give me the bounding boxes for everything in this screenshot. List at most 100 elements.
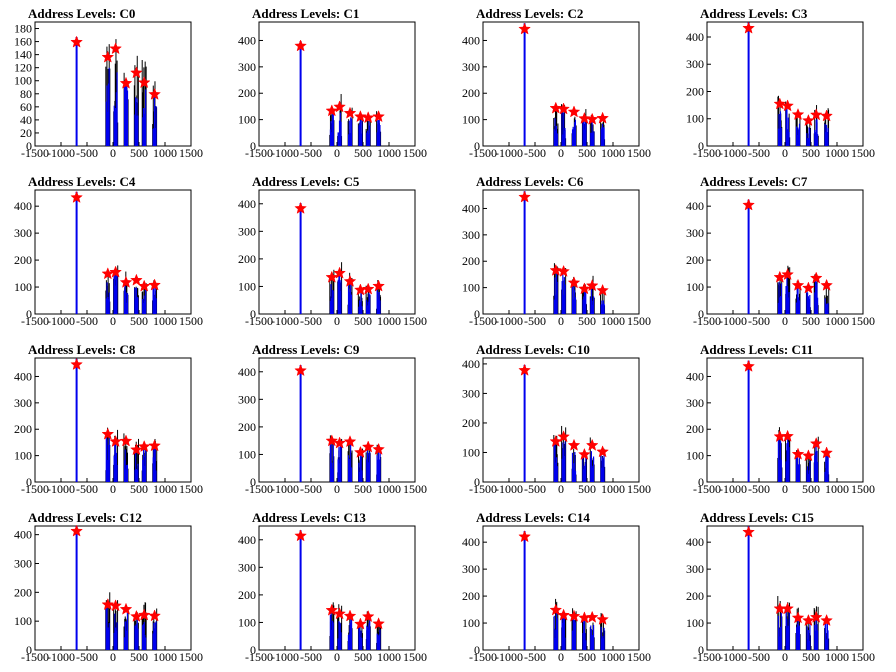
peak-bars [589,115,595,146]
peak-marker [137,439,151,453]
peak-marker [518,22,531,35]
peak-bars [824,622,830,650]
x-tick-label: 1000 [601,650,625,664]
x-tick-label: 1000 [153,314,177,328]
peak-marker [802,281,815,294]
y-tick-label: 0 [250,475,256,489]
chart-panel-c13: Address Levels: C13 0 100 200 300 400 -1500 -10… [224,504,448,672]
y-tick-label: 400 [686,369,704,383]
peak-bars [805,119,812,146]
chart-title: Address Levels: C10 [476,342,590,357]
y-tick-label: 0 [250,139,256,153]
y-tick-label: 100 [238,279,256,293]
x-tick-label: 1500 [403,314,427,328]
x-tick-label: 0 [110,482,116,496]
peak-bars [785,433,791,482]
peak-marker [567,105,581,118]
y-tick-label: 100 [462,113,480,127]
chart-title: Address Levels: C15 [700,510,814,525]
y-tick-label: 400 [238,33,256,47]
x-tick-label: -500 [76,482,98,496]
y-tick-label: 0 [698,643,704,657]
chart-svg-c2: Address Levels: C2 0 100 200 300 400 -1500-100… [462,6,651,160]
peak-marker [585,279,599,292]
y-tick-label: 400 [462,33,480,47]
y-tick-label: 0 [250,307,256,321]
peak-marker [343,435,357,448]
peak-bars [805,454,811,482]
peak-marker [781,602,794,615]
x-tick-label: -1500 [469,146,497,160]
plot-frame [34,189,192,315]
y-tick-label: 400 [238,197,256,211]
peak-marker [820,446,833,459]
x-tick-label: -1000 [271,650,299,664]
x-tick-label: -500 [524,650,546,664]
x-tick-label: 0 [782,650,788,664]
peak-marker [343,106,357,119]
peak-marker [148,87,161,100]
peak-bars [123,271,129,314]
plot-frame [706,21,864,147]
x-tick-label: 1500 [851,482,875,496]
y-tick-label: 400 [238,533,256,547]
plot-frame [258,525,416,651]
peak-marker [549,603,563,616]
y-tick-label: 100 [686,616,704,630]
y-tick-label: 0 [698,307,704,321]
chart-title: Address Levels: C8 [28,342,136,357]
y-tick-label: 0 [26,643,32,657]
x-tick-label: 1000 [377,650,401,664]
peak-marker [294,529,307,542]
chart-title: Address Levels: C1 [252,6,359,21]
y-tick-label: 100 [238,113,256,127]
peak-bars [329,602,335,650]
y-tick-label: 0 [474,307,480,321]
chart-panel-c10: Address Levels: C10 0 100 200 300 400 -1500 -10… [448,336,672,504]
peak-bars [824,108,830,146]
y-tick-label: 100 [686,112,704,126]
y-tick-label: 0 [698,475,704,489]
y-tick-label: 200 [686,589,704,603]
chart-panel-c14: Address Levels: C14 0 100 200 300 400 -1500 -10… [448,504,672,672]
peak-marker [578,111,591,124]
x-tick-label: -500 [748,650,770,664]
y-tick-label: 400 [686,30,704,44]
plot-frame [706,525,864,651]
peak-marker [119,434,133,447]
peak-bars [152,280,158,314]
peak-bars [337,94,343,146]
peak-bars [141,60,147,146]
plot-frame [34,357,192,483]
x-tick-label: 0 [558,146,564,160]
peak-marker [361,111,375,124]
chart-panel-c0: Address Levels: C0 0 20 40 60 80 100 120 140 160 1… [0,0,224,168]
peak-marker [101,427,115,440]
peak-marker [294,201,307,214]
peak-bars [152,608,158,650]
x-tick-label: 500 [578,650,596,664]
x-tick-label: -500 [748,146,770,160]
peak-bars [824,283,830,314]
chart-svg-c3: Address Levels: C3 0 100 200 300 400 -1500-100… [686,6,875,160]
peak-marker [596,612,609,625]
peak-bars [571,116,577,146]
y-tick-label: 200 [238,252,256,266]
y-tick-label: 200 [462,416,480,430]
x-tick-label: -1000 [47,314,75,328]
x-tick-label: -1000 [719,314,747,328]
chart-panel-c11: Address Levels: C11 0 100 200 300 400 -1500 -10… [672,336,896,504]
y-tick-label: 400 [14,369,32,383]
chart-panel-c3: Address Levels: C3 0 100 200 300 400 -1500 -100… [672,0,896,168]
peak-bars [600,612,606,650]
x-tick-label: 500 [130,482,148,496]
x-tick-label: -1000 [47,650,75,664]
peak-marker [802,449,815,462]
x-tick-label: -1000 [495,650,523,664]
x-tick-label: 500 [354,482,372,496]
peak-bars [600,287,606,314]
y-tick-label: 60 [20,100,32,114]
peak-bars [337,262,343,314]
plot-frame [258,357,416,483]
y-tick-label: 300 [462,562,480,576]
